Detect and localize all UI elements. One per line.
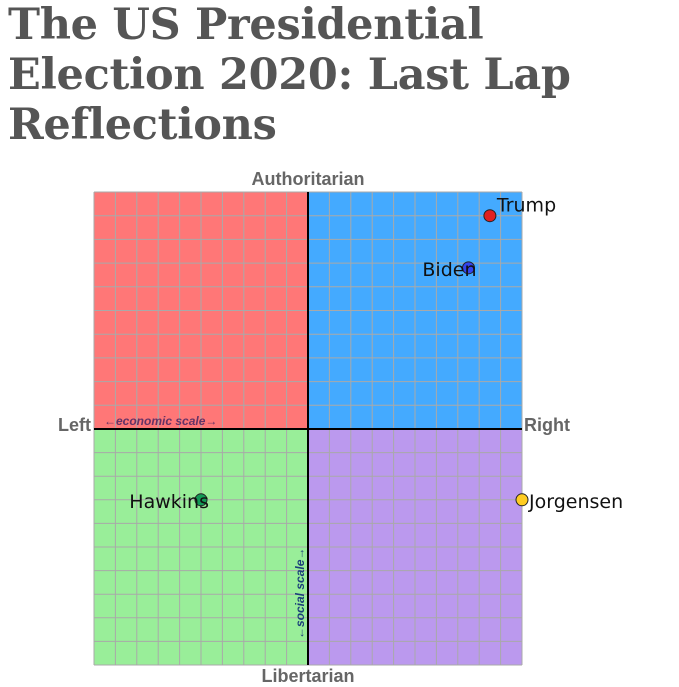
axis-label-left: Left [58,415,91,435]
axis-label-right: Right [524,415,570,435]
point-jorgensen: Jorgensen [515,491,623,513]
axis-label-libertarian: Libertarian [261,666,354,686]
point-label: Trump [496,195,556,217]
social-scale-label: ←social scale→ [293,548,307,639]
point-trump: Trump [483,195,556,223]
point-label: Hawkins [129,491,209,513]
point-marker [194,493,208,507]
point-label: Biden [422,259,476,281]
point-label: Jorgensen [528,491,623,513]
axis-label-authoritarian: Authoritarian [251,169,364,189]
point-marker [462,261,475,275]
point-marker [515,493,529,507]
page-title: The US Presidential Election 2020: Last … [8,0,571,150]
point-hawkins: Hawkins [129,491,209,513]
point-biden: Biden [422,259,476,281]
point-marker [483,209,497,223]
economic-scale-label: ←economic scale→ [104,414,217,428]
